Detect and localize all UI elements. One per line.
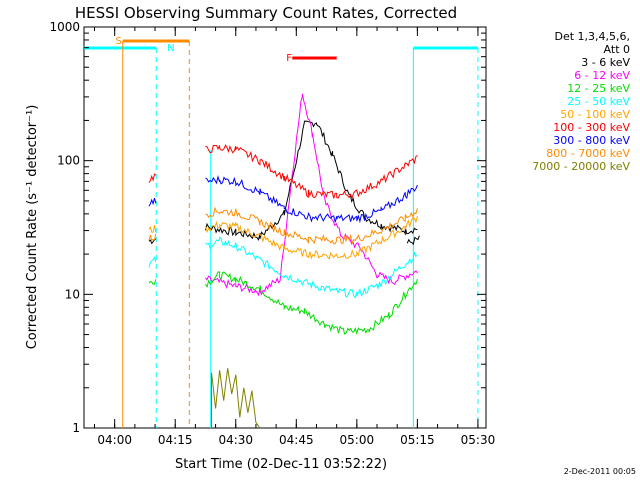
x-tick-label: 05:00 (340, 433, 375, 447)
y-tick-label: 1 (72, 421, 80, 435)
y-tick-label: 1000 (49, 20, 80, 34)
legend-entry: 3 - 6 keV (581, 56, 630, 69)
x-tick-label: 04:30 (218, 433, 253, 447)
series-line-1-0 (205, 93, 418, 297)
series-line-5-0 (148, 173, 157, 183)
legend-entry: 100 - 300 keV (553, 121, 630, 134)
series-line-2-0 (148, 279, 157, 285)
legend-header: Att 0 (603, 43, 630, 56)
flag-label-s: S (115, 36, 121, 47)
x-tick-label: 04:00 (97, 433, 132, 447)
y-tick-label: 10 (65, 287, 80, 301)
series-line-6-1 (205, 174, 418, 224)
series-line-7-0 (148, 233, 157, 242)
legend-entry: 6 - 12 keV (574, 69, 630, 82)
flag-label-n: N (167, 43, 174, 54)
series-line-4-0 (148, 225, 157, 233)
plot-frame (83, 26, 487, 429)
x-tick-label: 04:15 (158, 433, 193, 447)
series-line-8-0 (211, 368, 261, 429)
x-tick-label: 05:15 (400, 433, 435, 447)
x-axis-label: Start Time (02-Dec-11 03:52:22) (175, 457, 387, 472)
series-line-7-1 (205, 206, 418, 245)
legend-entry: 12 - 25 keV (567, 82, 630, 95)
footer-date: 2-Dec-2011 00:05 (564, 467, 636, 476)
legend-entry: 7000 - 20000 keV (532, 160, 630, 173)
series-line-4-1 (205, 215, 418, 260)
series-line-3-0 (148, 255, 157, 268)
series-line-5-1 (205, 144, 418, 200)
legend-entry: 25 - 50 keV (567, 95, 630, 108)
flag-label-f: F (286, 53, 292, 64)
series-line-3-1 (205, 236, 418, 299)
y-tick-label: 100 (57, 154, 80, 168)
series-line-6-0 (148, 197, 157, 207)
y-axis-label: Corrected Count Rate (s⁻¹ detector⁻¹) (25, 105, 40, 350)
legend-entry: 50 - 100 keV (560, 108, 630, 121)
series-line-0-1 (205, 120, 418, 242)
series-line-0-2 (406, 235, 420, 246)
legend-entry: 800 - 7000 keV (546, 147, 630, 160)
x-tick-label: 05:30 (461, 433, 496, 447)
legend-header: Det 1,3,4,5,6, (554, 30, 630, 43)
x-tick-label: 04:45 (279, 433, 314, 447)
legend-entry: 300 - 800 keV (553, 134, 630, 147)
series-line-2-1 (205, 271, 418, 335)
chart-title: HESSI Observing Summary Count Rates, Cor… (75, 4, 457, 22)
